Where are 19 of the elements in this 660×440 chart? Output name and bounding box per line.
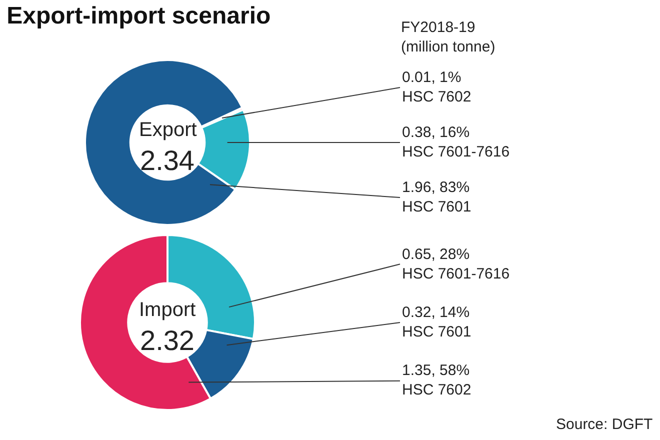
slice-label: HSC 7601 [402,324,472,340]
text: Import [139,299,196,321]
slice-label: HSC 7602 [402,88,472,106]
data-label: 1.96, 83% [402,179,470,196]
data-label: 0.65, 28% [402,246,470,263]
data-label: 0.01, 1% [402,69,462,86]
slice-label: HSC 7602 [402,382,472,398]
slice-label: HSC 7601-7616 [402,266,510,282]
text: 2.34 [140,145,194,176]
chart-subtitle: FY2018-19 (million tonne) [401,19,496,56]
source-note: Source: DGFT [556,416,653,433]
slice-label: HSC 7601 [402,198,472,216]
data-label: 0.38, 16% [402,124,470,141]
data-label: 1.35, 58% [402,362,470,379]
text: 2.32 [140,325,194,356]
slice-label: HSC 7601-7616 [402,144,510,160]
chart-title: Export-import scenario [6,2,271,30]
text: Export [139,119,198,141]
data-label: 0.32, 14% [402,304,470,321]
